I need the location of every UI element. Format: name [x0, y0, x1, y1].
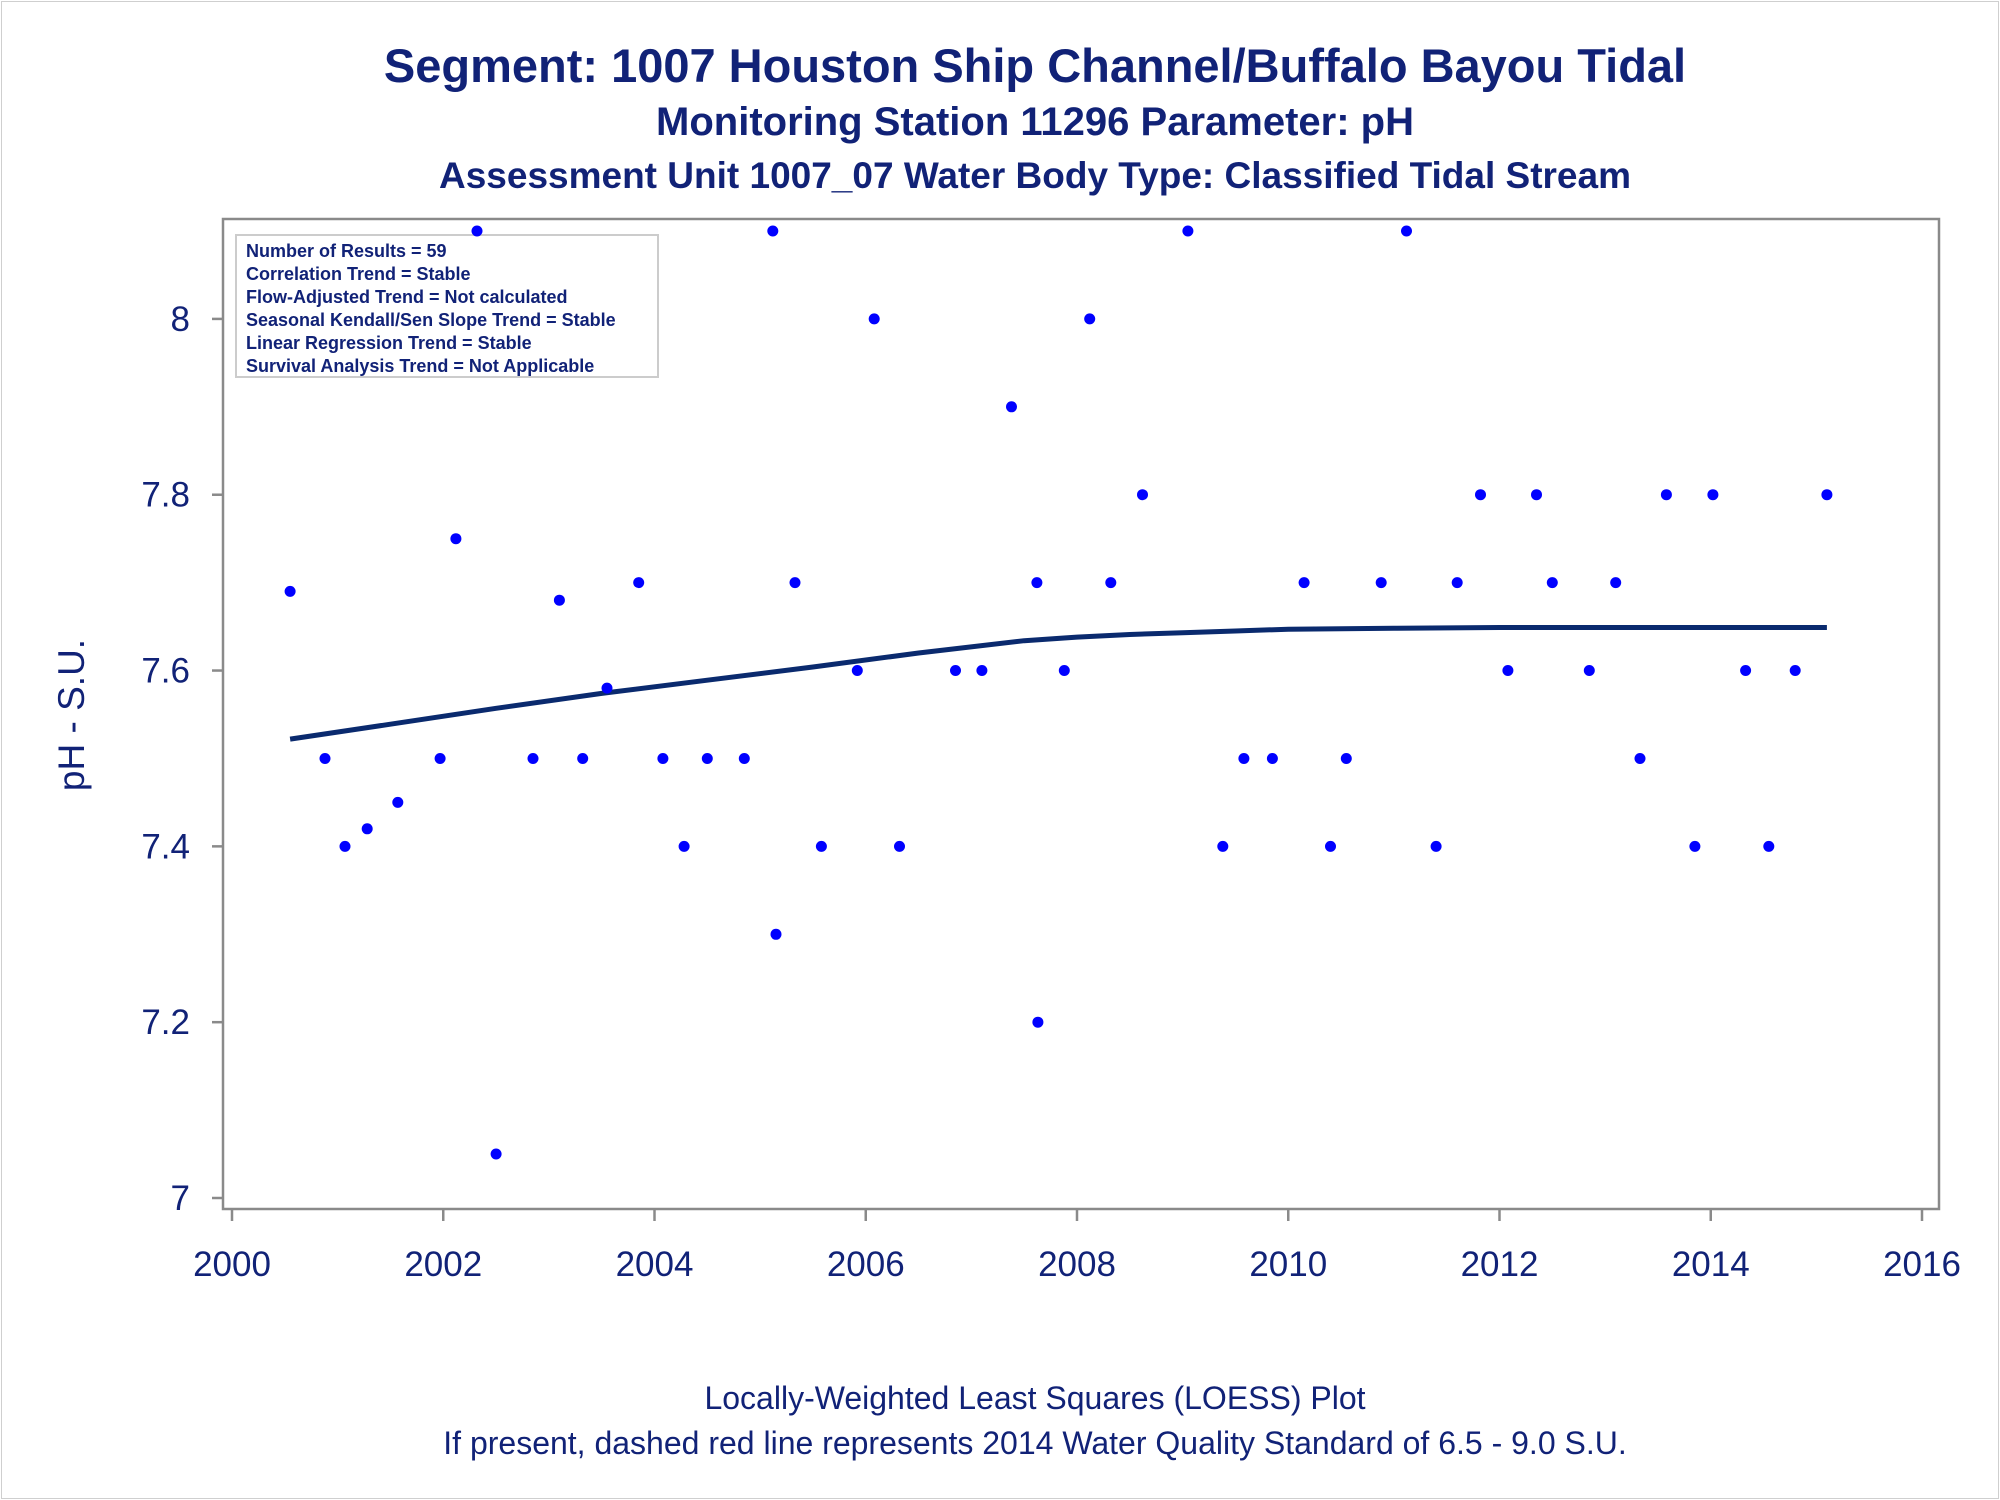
data-point [284, 585, 296, 597]
data-point [701, 753, 713, 764]
data-point [1821, 489, 1833, 501]
data-point [471, 225, 483, 237]
data-point [1266, 753, 1278, 764]
info-linear-regression-trend: Linear Regression Trend = Stable [246, 333, 532, 353]
data-point [1583, 665, 1595, 676]
x-tick-label: 2012 [1461, 1245, 1539, 1284]
data-point [1707, 489, 1719, 501]
x-tick-label: 2010 [1249, 1245, 1327, 1284]
data-point [815, 840, 827, 852]
data-point [361, 823, 373, 835]
footnote-standard: If present, dashed red line represents 2… [443, 1425, 1627, 1461]
data-point [553, 594, 565, 606]
x-tick-label: 2004 [616, 1245, 694, 1284]
x-tick-label: 2008 [1038, 1245, 1116, 1284]
data-point [1058, 665, 1070, 676]
data-point [434, 753, 446, 764]
data-point [319, 753, 331, 764]
y-tick-label: 8 [171, 300, 190, 339]
y-tick-label: 7 [171, 1179, 190, 1218]
data-point [577, 753, 589, 764]
loess-line [289, 625, 1827, 742]
data-point [1634, 753, 1646, 764]
chart-subtitle-2: Assessment Unit 1007_07 Water Body Type:… [439, 155, 1631, 196]
data-point [789, 577, 801, 589]
data-point [767, 225, 779, 237]
data-point [1182, 225, 1194, 237]
data-point [1475, 489, 1486, 501]
data-point [1763, 840, 1775, 852]
data-point [894, 840, 905, 852]
data-point [1137, 489, 1148, 501]
info-survival-analysis-trend: Survival Analysis Trend = Not Applicable [246, 356, 594, 376]
data-point [976, 665, 988, 676]
data-point [1430, 840, 1442, 852]
data-point [1031, 577, 1043, 589]
data-point [1105, 577, 1117, 589]
x-tick-label: 2014 [1672, 1245, 1750, 1284]
x-tick-label: 2002 [404, 1245, 482, 1284]
x-tick-label: 2016 [1883, 1245, 1961, 1284]
data-point [1660, 489, 1672, 501]
data-point [1546, 577, 1558, 589]
data-point [851, 665, 863, 676]
data-point [1789, 665, 1801, 676]
data-point [1689, 840, 1701, 852]
x-axis: 2000 2002 2004 2006 2008 2010 2012 2014 2016 [193, 1209, 1961, 1284]
y-axis: 7 7.2 7.4 7.6 7.8 8 [141, 300, 223, 1218]
data-point [339, 840, 351, 852]
data-point [657, 753, 669, 764]
y-tick-label: 7.8 [141, 476, 190, 515]
footnote-method: Locally-Weighted Least Squares (LOESS) P… [704, 1380, 1366, 1416]
data-point [490, 1148, 502, 1160]
x-tick-label: 2006 [827, 1245, 905, 1284]
data-point [1298, 577, 1310, 589]
y-tick-label: 7.2 [141, 1003, 190, 1042]
info-seasonal-kendall-trend: Seasonal Kendall/Sen Slope Trend = Stabl… [246, 310, 616, 330]
chart-subtitle: Monitoring Station 11296 Parameter: pH [656, 100, 1414, 144]
plot-area-border [221, 217, 1941, 1211]
y-axis-label: pH - S.U. [51, 639, 92, 791]
y-tick-label: 7.6 [141, 652, 190, 691]
data-point [1502, 665, 1514, 676]
data-point [1531, 489, 1542, 501]
data-point [1401, 225, 1412, 237]
info-correlation-trend: Correlation Trend = Stable [246, 264, 471, 284]
data-point [950, 665, 961, 676]
data-point [1238, 753, 1250, 764]
data-point [1006, 401, 1017, 413]
data-point [1610, 577, 1622, 589]
info-box-border [235, 234, 659, 378]
chart-title: Segment: 1007 Houston Ship Channel/Buffa… [383, 39, 1687, 92]
data-point [1217, 840, 1229, 852]
data-point [678, 840, 690, 852]
info-box: Number of Results = 59 Correlation Trend… [235, 234, 659, 378]
y-tick-label: 7.4 [141, 827, 190, 866]
data-point [1451, 577, 1463, 589]
data-point [1032, 1016, 1044, 1028]
data-point [1084, 313, 1096, 325]
data-point [1325, 840, 1336, 852]
x-tick-label: 2000 [193, 1245, 271, 1284]
data-point [601, 682, 613, 694]
data-point [527, 753, 539, 764]
info-results-count: Number of Results = 59 [246, 241, 447, 261]
data-point [1375, 577, 1387, 589]
data-point [450, 533, 462, 545]
info-flow-adjusted-trend: Flow-Adjusted Trend = Not calculated [246, 287, 568, 307]
data-point [1740, 665, 1752, 676]
data-point [633, 577, 645, 589]
data-point [1340, 753, 1352, 764]
data-points [284, 225, 1833, 1160]
data-point [738, 753, 750, 764]
data-point [770, 928, 782, 940]
data-point [392, 796, 404, 808]
data-point [868, 313, 880, 325]
